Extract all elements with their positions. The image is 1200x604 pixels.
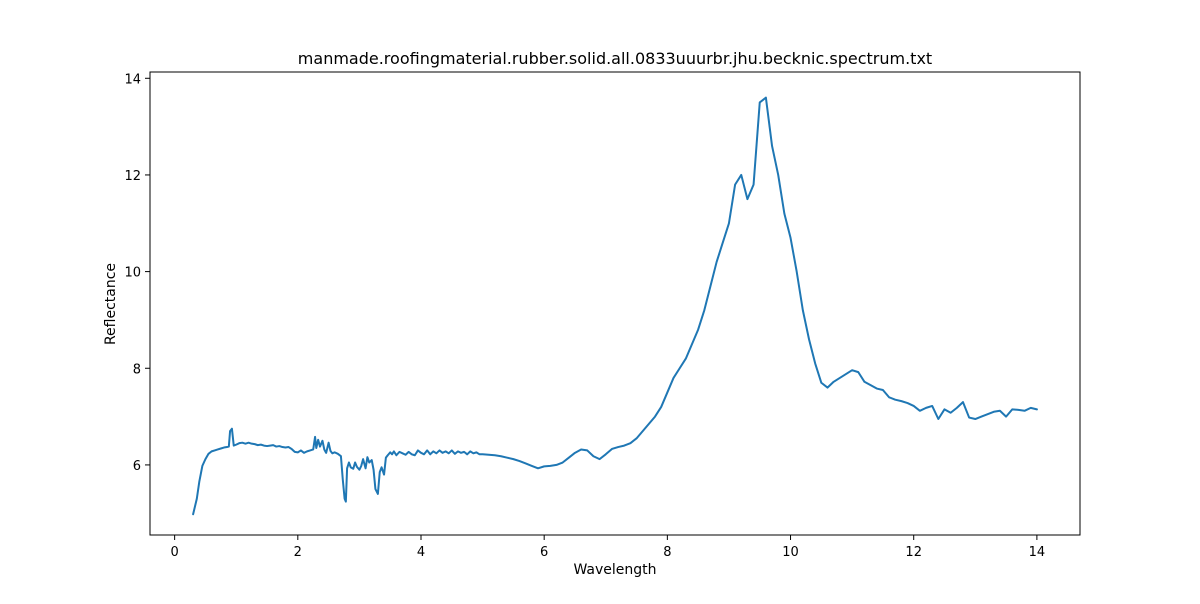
y-tick-label: 14 bbox=[124, 72, 141, 87]
series-line bbox=[192, 96, 1038, 516]
x-tick-label: 6 bbox=[540, 545, 548, 560]
x-tick-label: 4 bbox=[417, 545, 425, 560]
plot-area bbox=[192, 96, 1038, 516]
y-tick-label: 10 bbox=[124, 266, 141, 281]
x-tick-label: 8 bbox=[663, 545, 671, 560]
x-tick-label: 2 bbox=[294, 545, 302, 560]
plot-frame bbox=[149, 71, 1081, 536]
y-tick-label: 6 bbox=[133, 459, 141, 474]
y-axis: 6 8 10 12 14 bbox=[124, 72, 150, 474]
x-tick-label: 10 bbox=[782, 545, 799, 560]
y-axis-label: Reflectance bbox=[103, 263, 119, 345]
y-tick-label: 12 bbox=[124, 169, 141, 184]
y-tick-label: 8 bbox=[133, 362, 141, 377]
x-tick-label: 14 bbox=[1029, 545, 1046, 560]
x-axis-label: Wavelength bbox=[573, 562, 656, 578]
chart-title: manmade.roofingmaterial.rubber.solid.all… bbox=[298, 49, 932, 68]
x-tick-label: 12 bbox=[905, 545, 922, 560]
x-tick-label: 0 bbox=[170, 545, 178, 560]
x-axis: 0 2 4 6 8 10 12 14 bbox=[170, 535, 1045, 560]
